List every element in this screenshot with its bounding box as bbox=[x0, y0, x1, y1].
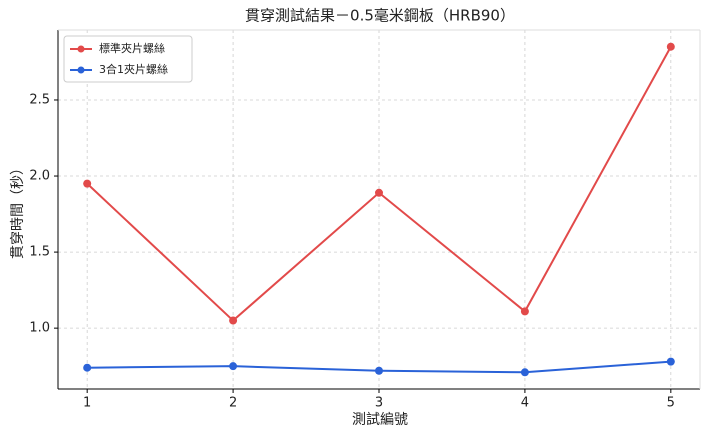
x-axis-label: 測試編號 bbox=[352, 412, 408, 428]
data-point bbox=[83, 179, 92, 188]
legend-box bbox=[63, 35, 193, 83]
y-tick-label: 1.0 bbox=[29, 321, 50, 336]
data-point bbox=[520, 307, 529, 316]
data-point bbox=[229, 316, 238, 325]
y-tick-label: 2.5 bbox=[29, 92, 50, 107]
data-point bbox=[375, 366, 383, 375]
x-tick-label: 1 bbox=[83, 396, 91, 411]
data-point bbox=[666, 42, 675, 51]
legend-marker bbox=[77, 45, 85, 53]
x-tick-label: 2 bbox=[229, 396, 237, 411]
x-tick-label: 5 bbox=[667, 396, 675, 411]
y-axis-label: 貫穿時間（秒） bbox=[10, 161, 26, 259]
data-point bbox=[375, 188, 383, 197]
y-tick-label: 2.0 bbox=[29, 169, 50, 184]
y-tick-label: 1.5 bbox=[29, 245, 50, 260]
chart-title: 貫穿測試結果－0.5毫米鋼板（HRB90） bbox=[245, 7, 515, 25]
legend-label: 標準夾片螺絲 bbox=[99, 41, 165, 55]
data-point bbox=[520, 368, 529, 377]
legend-label: 3合1夾片螺絲 bbox=[99, 62, 168, 76]
x-tick-label: 4 bbox=[521, 396, 529, 411]
series-line bbox=[86, 46, 672, 322]
legend-marker bbox=[77, 66, 85, 74]
x-tick-label: 3 bbox=[375, 396, 383, 411]
data-point bbox=[83, 363, 92, 372]
data-point bbox=[229, 362, 238, 371]
data-point bbox=[666, 357, 675, 366]
